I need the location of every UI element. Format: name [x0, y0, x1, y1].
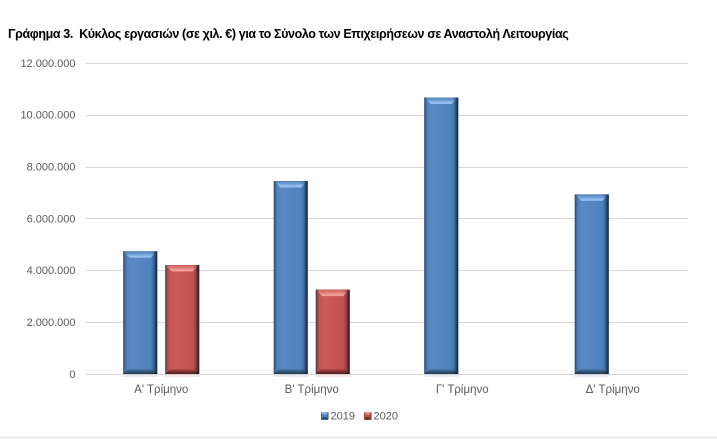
svg-text:Δ' Τρίμηνο: Δ' Τρίμηνο	[586, 384, 640, 396]
svg-text:6.000.000: 6.000.000	[27, 213, 76, 225]
svg-text:2.000.000: 2.000.000	[27, 317, 76, 329]
svg-text:2019: 2019	[331, 411, 355, 423]
svg-text:2020: 2020	[374, 411, 398, 423]
svg-text:4.000.000: 4.000.000	[27, 265, 76, 277]
svg-text:Γράφημα 3. Κύκλος εργασιών (σ: Γράφημα 3. Κύκλος εργασιών (σε χιλ. €) γ…	[8, 27, 568, 41]
svg-text:8.000.000: 8.000.000	[27, 162, 76, 174]
svg-text:Γ' Τρίμηνο: Γ' Τρίμηνο	[436, 384, 489, 396]
svg-text:12.000.000: 12.000.000	[20, 58, 75, 70]
svg-text:0: 0	[69, 369, 75, 381]
svg-text:Β' Τρίμηνο: Β' Τρίμηνο	[285, 384, 339, 396]
svg-text:10.000.000: 10.000.000	[20, 110, 75, 122]
svg-text:Α' Τρίμηνο: Α' Τρίμηνο	[134, 384, 188, 396]
